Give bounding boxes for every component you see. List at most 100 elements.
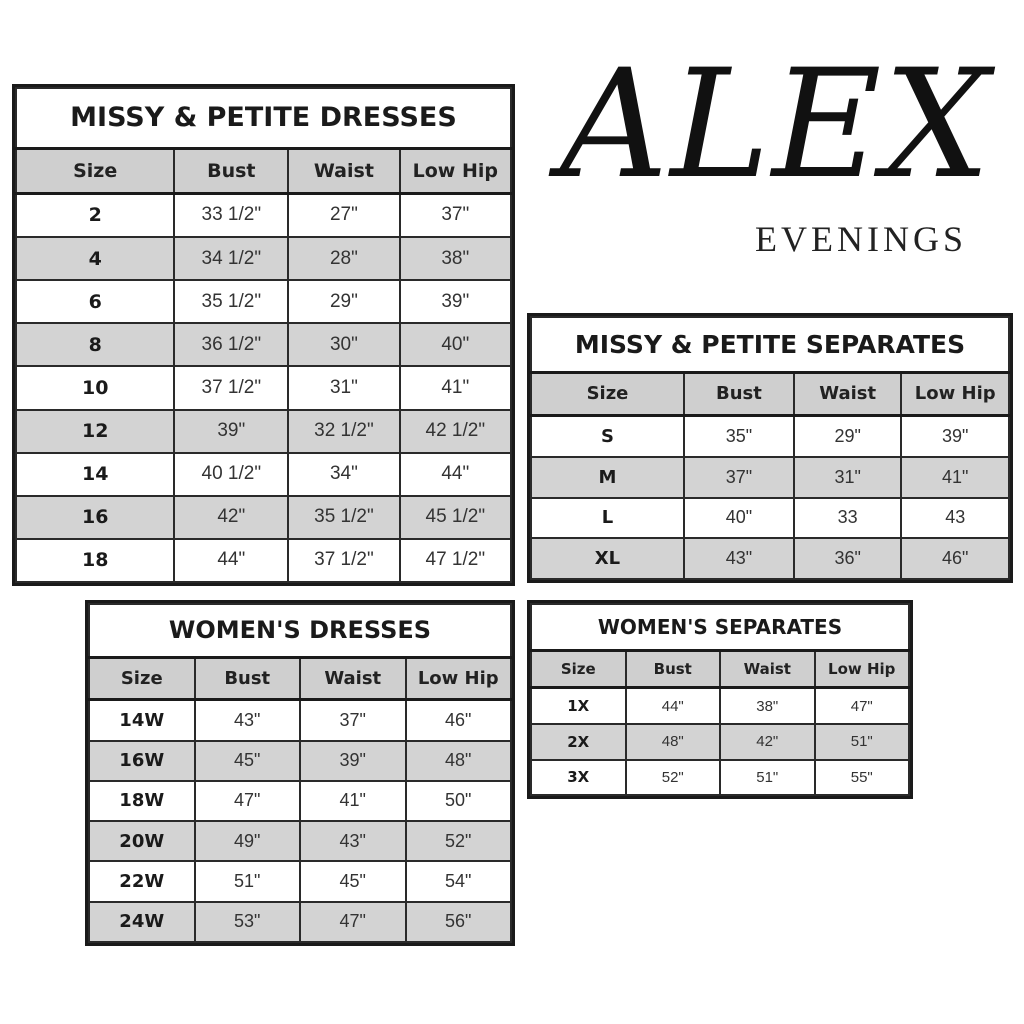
measurement-cell: 53" (193, 900, 301, 944)
table-row: 10 37 1/2" 31" 41" (14, 365, 513, 411)
column-header: Bust (682, 371, 795, 417)
table-row: 18 44" 37 1/2" 47 1/2" (14, 537, 513, 584)
table-row: 16W 45" 39" 48" (88, 739, 512, 782)
table-row: 4 34 1/2" 28" 38" (14, 236, 513, 282)
measurement-cell: 42" (173, 494, 290, 540)
measurement-cell: 54" (404, 860, 512, 903)
measurement-cell: 27" (287, 192, 401, 239)
measurement-cell: 48" (624, 723, 721, 761)
column-header: Bust (193, 656, 301, 701)
size-table: WOMEN'S DRESSES Size Bust Waist Low Hip 14W 43… (88, 602, 512, 944)
measurement-cell: 32 1/2" (287, 408, 401, 454)
size-cell: S (530, 414, 685, 458)
missy-petite-dresses-chart: MISSY & PETITE DRESSES Size Bust Waist Low H… (12, 84, 515, 586)
size-table: MISSY & PETITE DRESSES Size Bust Waist Low H… (14, 86, 513, 584)
column-header: Waist (792, 371, 903, 417)
measurement-cell: 47" (813, 686, 910, 726)
table-row: S 35" 29" 39" (530, 414, 1010, 458)
measurement-cell: 46" (404, 698, 512, 742)
table-row: 14W 43" 37" 46" (88, 698, 512, 742)
size-table: WOMEN'S SEPARATES Size Bust Waist Low Hip 1X 4… (530, 603, 910, 797)
measurement-cell: 33 1/2" (173, 192, 290, 239)
measurement-cell: 37 1/2" (173, 365, 290, 411)
table-title: WOMEN'S SEPARATES (530, 603, 910, 653)
size-cell: 18 (14, 537, 176, 584)
table-row: 8 36 1/2" 30" 40" (14, 322, 513, 368)
column-header: Size (88, 656, 196, 701)
measurement-cell: 38" (719, 686, 816, 726)
size-cell: 2 (14, 192, 176, 239)
logo-sub: EVENINGS (755, 219, 967, 259)
column-header: Waist (287, 147, 401, 195)
measurement-cell: 37" (682, 455, 795, 499)
alex-evenings-logo: ALEX EVENINGS (550, 50, 1000, 260)
measurement-cell: 47" (299, 900, 407, 944)
header-row: Size Bust Waist Low Hip (530, 371, 1010, 417)
measurement-cell: 33 (792, 496, 903, 540)
table-row: 2 33 1/2" 27" 37" (14, 192, 513, 239)
measurement-cell: 42 1/2" (398, 408, 513, 454)
womens-separates-chart: WOMEN'S SEPARATES Size Bust Waist Low Hip 1X 4… (527, 600, 913, 799)
size-table: MISSY & PETITE SEPARATES Size Bust Waist Low… (530, 316, 1010, 580)
column-header: Low Hip (900, 371, 1010, 417)
table-title: WOMEN'S DRESSES (88, 602, 512, 659)
header-row: Size Bust Waist Low Hip (88, 656, 512, 701)
table-row: M 37" 31" 41" (530, 455, 1010, 499)
column-header: Size (530, 649, 627, 690)
measurement-cell: 39" (299, 739, 407, 782)
measurement-cell: 43" (682, 537, 795, 580)
measurement-cell: 30" (287, 322, 401, 368)
measurement-cell: 35" (682, 414, 795, 458)
womens-dresses-chart: WOMEN'S DRESSES Size Bust Waist Low Hip 14W 43… (85, 600, 515, 946)
measurement-cell: 51" (719, 758, 816, 797)
column-header: Size (530, 371, 685, 417)
measurement-cell: 45" (299, 860, 407, 903)
measurement-cell: 45 1/2" (398, 494, 513, 540)
table-row: 20W 49" 43" 52" (88, 820, 512, 863)
measurement-cell: 35 1/2" (173, 279, 290, 325)
measurement-cell: 48" (404, 739, 512, 782)
measurement-cell: 37" (299, 698, 407, 742)
size-cell: 1X (530, 686, 627, 726)
size-cell: L (530, 496, 685, 540)
logo-main: ALEX (560, 38, 993, 212)
measurement-cell: 46" (900, 537, 1010, 580)
measurement-cell: 40" (398, 322, 513, 368)
missy-petite-separates-chart: MISSY & PETITE SEPARATES Size Bust Waist Low… (527, 313, 1013, 583)
measurement-cell: 43" (193, 698, 301, 742)
size-cell: 14W (88, 698, 196, 742)
size-cell: 22W (88, 860, 196, 903)
table-title: MISSY & PETITE SEPARATES (530, 316, 1010, 375)
column-header: Low Hip (398, 147, 513, 195)
table-row: 16 42" 35 1/2" 45 1/2" (14, 494, 513, 540)
measurement-cell: 31" (287, 365, 401, 411)
column-header: Size (14, 147, 176, 195)
table-row: 3X 52" 51" 55" (530, 758, 910, 797)
measurement-cell: 39" (173, 408, 290, 454)
size-cell: 18W (88, 779, 196, 823)
measurement-cell: 36 1/2" (173, 322, 290, 368)
measurement-cell: 39" (900, 414, 1010, 458)
size-cell: 16 (14, 494, 176, 540)
size-cell: 6 (14, 279, 176, 325)
measurement-cell: 56" (404, 900, 512, 944)
measurement-cell: 34 1/2" (173, 236, 290, 282)
measurement-cell: 37" (398, 192, 513, 239)
measurement-cell: 50" (404, 779, 512, 823)
size-cell: 3X (530, 758, 627, 797)
measurement-cell: 36" (792, 537, 903, 580)
measurement-cell: 38" (398, 236, 513, 282)
table-row: L 40" 33 43 (530, 496, 1010, 540)
measurement-cell: 40 1/2" (173, 451, 290, 497)
size-cell: 2X (530, 723, 627, 761)
table-row: 12 39" 32 1/2" 42 1/2" (14, 408, 513, 454)
measurement-cell: 51" (193, 860, 301, 903)
size-cell: 8 (14, 322, 176, 368)
measurement-cell: 44" (173, 537, 290, 584)
size-cell: XL (530, 537, 685, 580)
measurement-cell: 47 1/2" (398, 537, 513, 584)
size-cell: 12 (14, 408, 176, 454)
header-row: Size Bust Waist Low Hip (14, 147, 513, 195)
column-header: Waist (299, 656, 407, 701)
column-header: Low Hip (813, 649, 910, 690)
